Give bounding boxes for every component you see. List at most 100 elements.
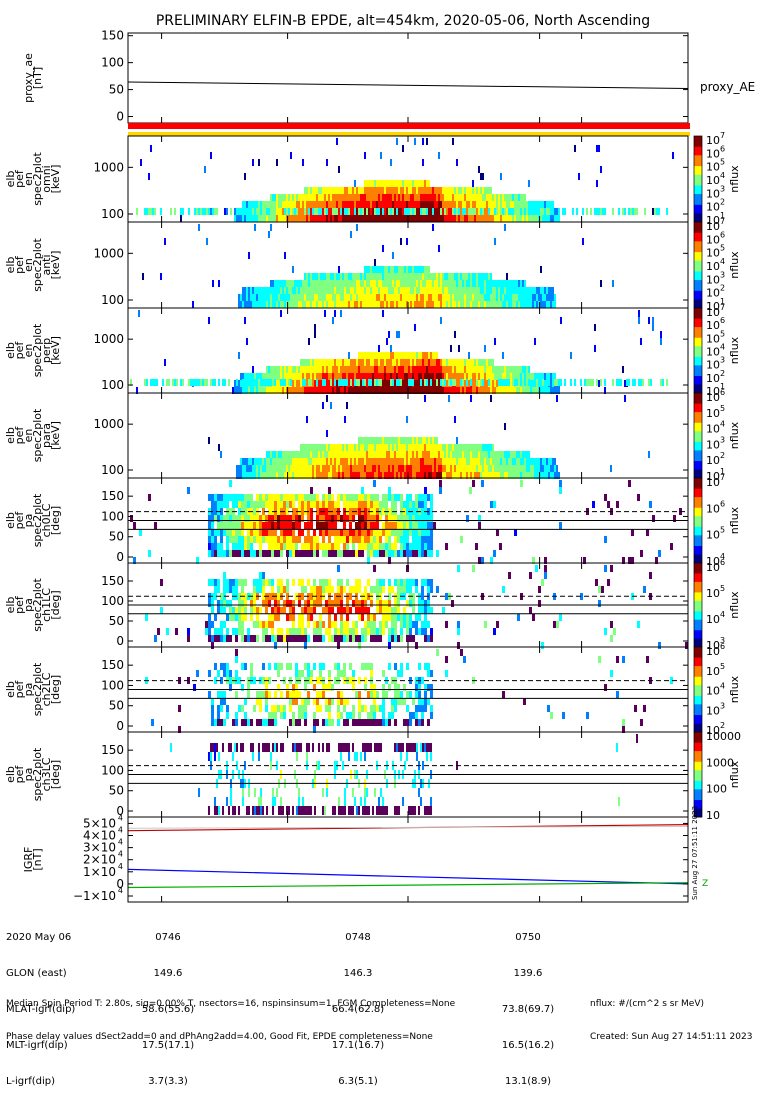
flux-cell xyxy=(139,529,142,536)
flux-cell xyxy=(404,437,406,444)
flux-cell xyxy=(446,273,448,280)
flux-cell xyxy=(312,444,314,451)
flux-cell xyxy=(364,586,367,593)
flux-cell xyxy=(250,380,252,387)
flux-cell xyxy=(360,273,362,280)
flux-cell xyxy=(384,187,386,194)
flux-cell xyxy=(324,273,326,280)
flux-cell xyxy=(314,465,316,472)
flux-cell xyxy=(202,208,204,215)
flux-cell xyxy=(302,373,304,380)
flux-cell xyxy=(430,451,432,458)
flux-cell xyxy=(470,273,472,280)
flux-cell xyxy=(380,208,382,215)
flux-cell xyxy=(296,201,298,208)
flux-cell xyxy=(604,494,607,501)
flux-cell xyxy=(376,352,378,359)
flux-cell xyxy=(342,373,344,380)
flux-cell xyxy=(316,628,319,635)
flux-cell xyxy=(450,379,452,386)
flux-cell xyxy=(534,379,536,386)
flux-cell xyxy=(247,628,250,635)
flux-cell xyxy=(334,465,336,472)
flux-cell xyxy=(526,201,528,208)
flux-cell xyxy=(446,444,448,451)
flux-cell xyxy=(406,180,408,187)
flux-cell xyxy=(298,529,301,536)
flux-cell xyxy=(540,294,542,301)
flux-cell xyxy=(370,614,373,621)
flux-cell xyxy=(458,215,460,222)
flux-cell xyxy=(208,628,211,635)
flux-cell xyxy=(398,301,400,308)
flux-cell xyxy=(508,287,510,294)
flux-cell xyxy=(342,444,344,451)
flux-cell xyxy=(450,287,452,294)
flux-cell xyxy=(482,451,484,458)
flux-cell xyxy=(414,294,416,301)
flux-cell xyxy=(292,635,295,642)
flux-cell xyxy=(286,373,288,380)
flux-cell xyxy=(260,201,262,208)
flux-cell xyxy=(286,529,289,536)
flux-cell xyxy=(265,501,268,508)
flux-cell xyxy=(248,294,250,301)
flux-cell xyxy=(238,380,240,387)
flux-cell xyxy=(326,430,328,437)
flux-cell xyxy=(222,379,224,386)
flux-cell xyxy=(306,301,308,308)
flux-cell xyxy=(271,579,274,586)
flux-cell xyxy=(286,536,289,543)
flux-cell xyxy=(314,294,316,301)
flux-cell xyxy=(325,543,328,550)
flux-cell xyxy=(247,550,250,557)
flux-cell xyxy=(420,437,422,444)
flux-cell xyxy=(534,458,536,465)
flux-cell xyxy=(226,635,229,642)
flux-cell xyxy=(334,366,336,373)
flux-cell xyxy=(238,621,241,628)
flux-cell xyxy=(430,579,433,586)
flux-cell xyxy=(235,635,238,642)
flux-cell xyxy=(268,366,270,373)
flux-cell xyxy=(356,379,358,386)
flux-cell xyxy=(468,280,470,287)
flux-cell xyxy=(427,600,430,607)
flux-cell xyxy=(338,359,340,366)
flux-cell xyxy=(160,208,162,215)
flux-cell xyxy=(312,194,314,201)
flux-cell xyxy=(360,373,362,380)
flux-cell xyxy=(344,359,346,366)
flux-cell xyxy=(337,586,340,593)
flux-cell xyxy=(361,635,364,642)
flux-cell xyxy=(490,287,492,294)
flux-cell xyxy=(418,187,420,194)
flux-cell xyxy=(278,366,280,373)
flux-cell xyxy=(280,215,282,222)
flux-cell xyxy=(355,600,358,607)
flux-cell xyxy=(378,301,380,308)
flux-cell xyxy=(308,215,310,222)
flux-cell xyxy=(400,238,402,245)
flux-cell xyxy=(220,529,223,536)
flux-cell xyxy=(348,208,350,215)
flux-cell xyxy=(301,614,304,621)
flux-cell xyxy=(282,287,284,294)
flux-cell xyxy=(289,607,292,614)
flux-cell xyxy=(307,536,310,543)
flux-cell xyxy=(217,586,220,593)
flux-cell xyxy=(462,379,464,386)
flux-cell xyxy=(250,529,253,536)
flux-cell xyxy=(211,600,214,607)
flux-cell xyxy=(386,366,388,373)
flux-cell xyxy=(370,543,373,550)
flux-cell xyxy=(444,287,446,294)
flux-cell xyxy=(278,458,280,465)
flux-cell xyxy=(290,465,292,472)
flux-cell xyxy=(259,621,262,628)
flux-cell xyxy=(226,501,229,508)
flux-cell xyxy=(262,201,264,208)
flux-cell xyxy=(274,215,276,222)
flux-cell xyxy=(300,201,302,208)
flux-cell xyxy=(244,501,247,508)
